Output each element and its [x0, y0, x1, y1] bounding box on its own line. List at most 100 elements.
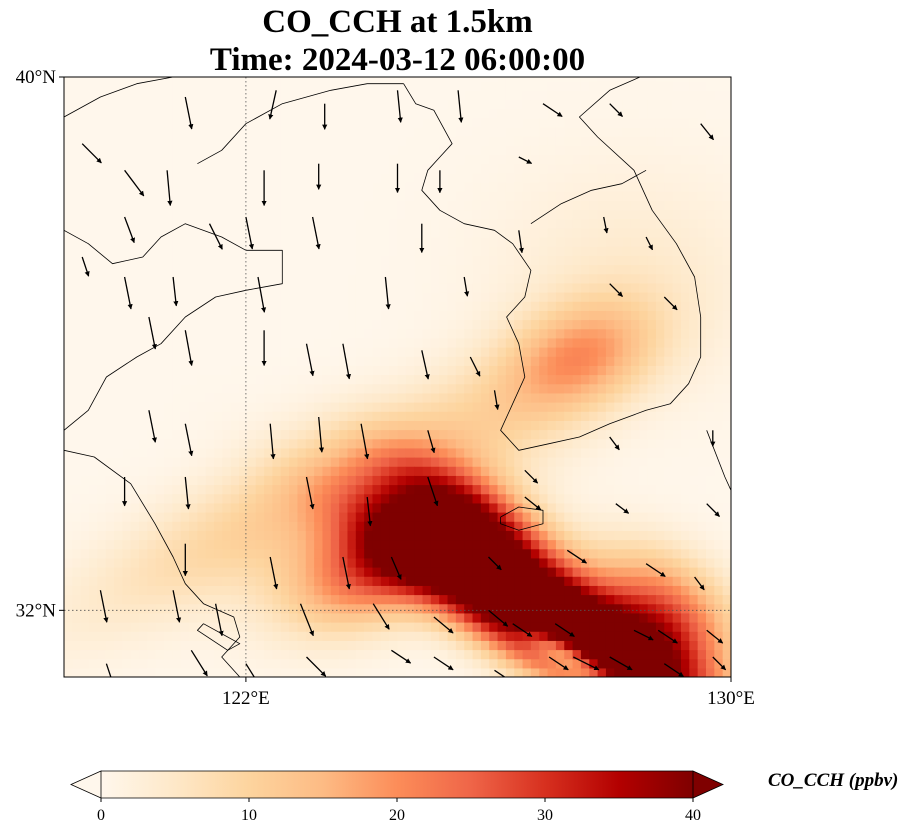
field-cell	[672, 127, 682, 137]
field-cell	[80, 383, 90, 394]
field-cell	[280, 576, 290, 586]
field-cell	[247, 594, 257, 605]
field-cell	[272, 658, 282, 669]
field-cell	[622, 585, 632, 596]
field-cell	[322, 512, 332, 522]
field-cell	[464, 136, 474, 146]
field-cell	[80, 209, 90, 220]
field-cell	[639, 292, 649, 302]
field-cell	[230, 264, 240, 275]
field-cell	[380, 521, 390, 531]
field-cell	[247, 282, 257, 293]
field-cell	[380, 90, 390, 101]
field-cell	[339, 273, 349, 284]
field-cell	[164, 392, 173, 403]
field-cell	[564, 631, 574, 641]
field-cell	[355, 365, 365, 376]
field-cell	[489, 127, 499, 137]
field-cell	[647, 438, 657, 449]
field-cell	[72, 136, 82, 146]
field-cell	[622, 145, 632, 156]
field-cell	[597, 319, 607, 330]
field-cell	[572, 429, 582, 440]
field-cell	[280, 622, 290, 632]
field-cell	[539, 392, 549, 403]
field-cell	[339, 631, 349, 641]
field-cell	[489, 649, 499, 660]
field-cell	[664, 117, 674, 128]
field-cell	[664, 567, 674, 577]
field-cell	[405, 172, 415, 183]
field-cell	[514, 163, 524, 174]
field-cell	[322, 622, 332, 632]
field-cell	[455, 521, 465, 531]
field-cell	[472, 594, 482, 605]
field-cell	[447, 457, 457, 467]
field-cell	[197, 145, 207, 156]
field-cell	[580, 530, 590, 541]
field-cell	[672, 447, 682, 458]
field-cell	[197, 347, 207, 357]
field-cell	[105, 200, 115, 211]
field-cell	[564, 438, 574, 449]
field-cell	[122, 365, 132, 376]
field-cell	[72, 576, 82, 586]
field-cell	[414, 337, 424, 348]
field-cell	[222, 163, 232, 174]
field-cell	[464, 328, 474, 339]
field-cell	[472, 191, 482, 201]
field-cell	[539, 310, 549, 321]
field-cell	[539, 512, 549, 522]
field-cell	[80, 81, 90, 91]
field-cell	[347, 475, 357, 486]
field-cell	[414, 365, 424, 376]
field-cell	[139, 457, 148, 467]
field-cell	[389, 447, 399, 458]
field-cell	[205, 292, 215, 302]
field-cell	[197, 200, 207, 211]
field-cell	[522, 429, 532, 440]
field-cell	[505, 347, 515, 357]
field-cell	[539, 658, 549, 669]
field-cell	[580, 484, 590, 495]
field-cell	[647, 356, 657, 366]
field-cell	[372, 319, 382, 330]
field-cell	[597, 484, 607, 495]
field-cell	[414, 282, 424, 293]
field-cell	[689, 438, 699, 449]
field-cell	[297, 209, 307, 220]
field-cell	[472, 484, 482, 495]
field-cell	[330, 447, 340, 458]
field-cell	[630, 402, 640, 412]
field-cell	[130, 548, 140, 559]
field-cell	[505, 658, 515, 669]
field-cell	[189, 658, 198, 669]
field-cell	[130, 392, 140, 403]
field-cell	[405, 622, 415, 632]
field-cell	[489, 374, 499, 385]
field-cell	[547, 649, 557, 660]
field-cell	[522, 466, 532, 476]
field-cell	[689, 374, 699, 385]
field-cell	[397, 457, 407, 467]
field-cell	[355, 154, 365, 165]
field-cell	[64, 136, 73, 146]
field-cell	[689, 328, 699, 339]
field-cell	[514, 612, 524, 623]
field-cell	[389, 658, 399, 669]
field-cell	[630, 383, 640, 394]
field-cell	[414, 328, 424, 339]
field-cell	[97, 438, 107, 449]
field-cell	[314, 548, 324, 559]
field-cell	[489, 246, 499, 256]
field-cell	[414, 438, 424, 449]
field-cell	[322, 402, 332, 412]
field-cell	[164, 319, 173, 330]
field-cell	[289, 191, 299, 201]
field-cell	[247, 539, 257, 550]
field-cell	[239, 90, 249, 101]
field-cell	[464, 521, 474, 531]
field-cell	[605, 328, 615, 339]
field-cell	[255, 145, 265, 156]
field-cell	[530, 117, 540, 128]
